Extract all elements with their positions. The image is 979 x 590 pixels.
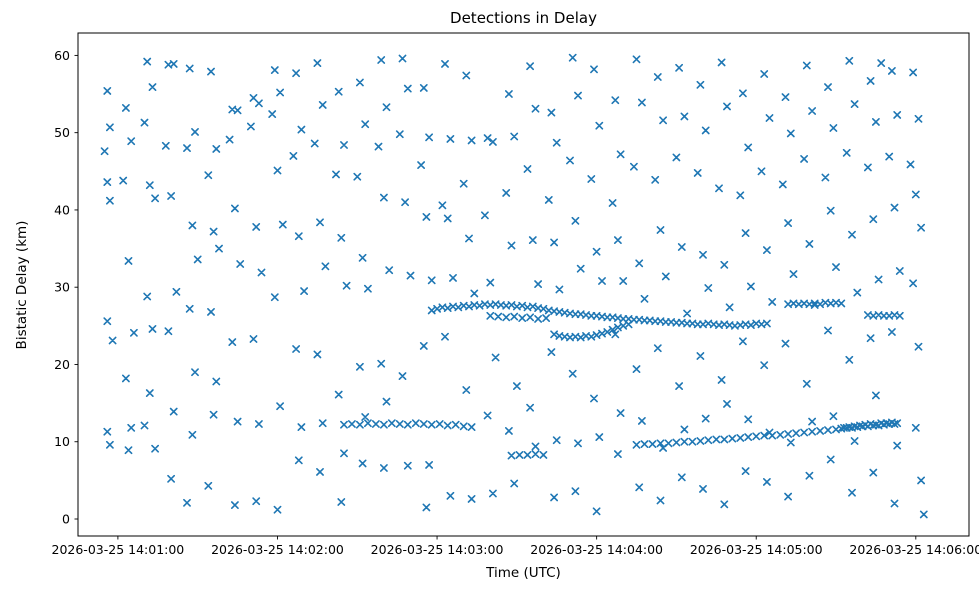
axes-frame (77, 32, 970, 537)
x-tick-label: 2026-03-25 14:05:00 (690, 542, 823, 557)
x-tick-label: 2026-03-25 14:03:00 (371, 542, 504, 557)
detection-markers (100, 53, 928, 519)
y-axis-label: Bistatic Delay (km) (14, 220, 30, 350)
x-axis-label: Time (UTC) (486, 565, 561, 581)
y-tick-label: 10 (54, 434, 70, 449)
y-tick-label: 20 (54, 357, 70, 372)
x-tick-label: 2026-03-25 14:02:00 (211, 542, 344, 557)
x-tick-label: 2026-03-25 14:06:00 (849, 542, 979, 557)
y-tick-label: 60 (54, 48, 70, 63)
y-tick-label: 50 (54, 125, 70, 140)
x-tick-label: 2026-03-25 14:01:00 (52, 542, 185, 557)
y-tick-label: 0 (62, 512, 70, 527)
x-tick-label: 2026-03-25 14:04:00 (530, 542, 663, 557)
chart-title: Detections in Delay (450, 9, 597, 27)
y-tick-label: 40 (54, 202, 70, 217)
y-tick-label: 30 (54, 280, 70, 295)
